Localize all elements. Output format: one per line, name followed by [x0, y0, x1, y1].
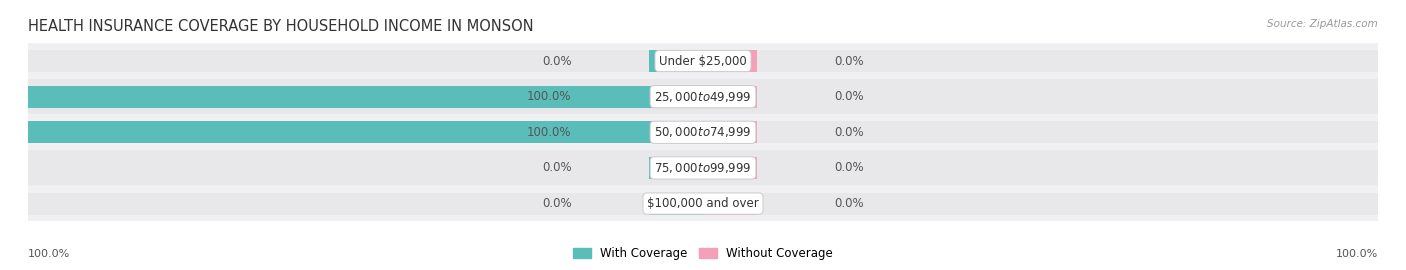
FancyBboxPatch shape — [28, 150, 1378, 186]
Text: 100.0%: 100.0% — [1336, 249, 1378, 259]
Text: $50,000 to $74,999: $50,000 to $74,999 — [654, 125, 752, 139]
Text: 0.0%: 0.0% — [835, 197, 865, 210]
Text: 0.0%: 0.0% — [541, 55, 571, 68]
Text: Source: ZipAtlas.com: Source: ZipAtlas.com — [1267, 19, 1378, 29]
Bar — [703, 121, 756, 143]
Text: $75,000 to $99,999: $75,000 to $99,999 — [654, 161, 752, 175]
Bar — [703, 50, 756, 72]
Bar — [703, 121, 1378, 143]
Bar — [28, 86, 703, 108]
FancyBboxPatch shape — [28, 43, 1378, 79]
Text: HEALTH INSURANCE COVERAGE BY HOUSEHOLD INCOME IN MONSON: HEALTH INSURANCE COVERAGE BY HOUSEHOLD I… — [28, 19, 534, 34]
Bar — [703, 86, 756, 108]
Text: 0.0%: 0.0% — [835, 161, 865, 174]
Text: 0.0%: 0.0% — [835, 55, 865, 68]
Bar — [703, 50, 1378, 72]
Text: 100.0%: 100.0% — [527, 90, 571, 103]
Bar — [703, 193, 756, 215]
Bar — [650, 157, 703, 179]
Text: $25,000 to $49,999: $25,000 to $49,999 — [654, 90, 752, 104]
Text: 0.0%: 0.0% — [541, 197, 571, 210]
Text: 0.0%: 0.0% — [835, 90, 865, 103]
Text: Under $25,000: Under $25,000 — [659, 55, 747, 68]
Bar — [650, 193, 703, 215]
Text: 0.0%: 0.0% — [541, 161, 571, 174]
Bar — [703, 157, 1378, 179]
Bar — [28, 86, 703, 108]
Bar — [703, 157, 756, 179]
Text: 100.0%: 100.0% — [527, 126, 571, 139]
Bar — [28, 121, 703, 143]
Legend: With Coverage, Without Coverage: With Coverage, Without Coverage — [572, 247, 834, 260]
Bar — [28, 121, 703, 143]
Bar — [703, 86, 1378, 108]
Text: $100,000 and over: $100,000 and over — [647, 197, 759, 210]
FancyBboxPatch shape — [28, 114, 1378, 150]
Text: 0.0%: 0.0% — [835, 126, 865, 139]
Bar — [28, 157, 703, 179]
Bar — [650, 50, 703, 72]
FancyBboxPatch shape — [28, 79, 1378, 114]
Bar — [703, 193, 1378, 215]
Bar — [28, 193, 703, 215]
FancyBboxPatch shape — [28, 186, 1378, 221]
Bar — [28, 50, 703, 72]
Text: 100.0%: 100.0% — [28, 249, 70, 259]
